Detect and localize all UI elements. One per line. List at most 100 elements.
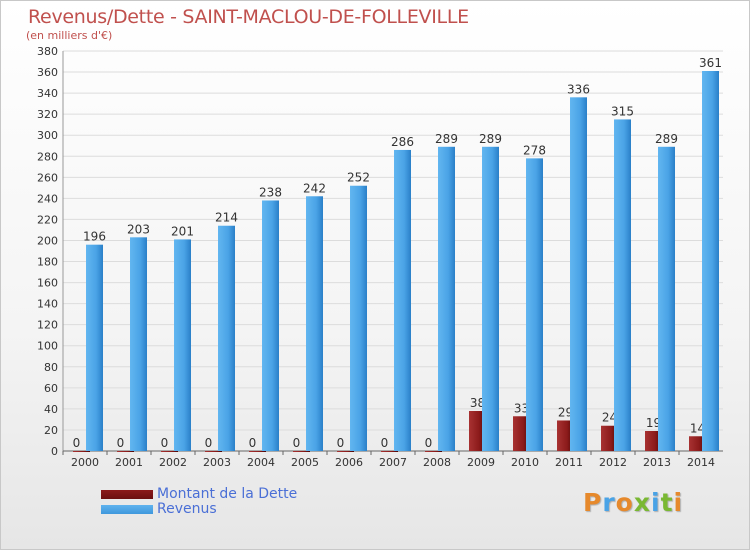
y-tick-label: 120	[37, 319, 58, 332]
bar-revenus	[350, 185, 367, 451]
y-tick-label: 60	[44, 382, 58, 395]
x-tick-label: 2010	[511, 456, 539, 469]
data-label-dette: 38	[470, 396, 485, 410]
bar-dette	[381, 451, 398, 452]
data-label-revenus: 361	[699, 56, 722, 70]
x-tick-label: 2001	[115, 456, 143, 469]
logo-letter: o	[615, 488, 634, 517]
logo-letter: t	[660, 488, 674, 517]
bar-dette	[249, 451, 266, 452]
x-tick-label: 2008	[423, 456, 451, 469]
y-tick-label: 320	[37, 108, 58, 121]
x-tick-label: 2009	[467, 456, 495, 469]
bar-revenus	[262, 200, 279, 451]
y-tick-label: 180	[37, 256, 58, 269]
legend-swatch-revenus	[101, 505, 153, 514]
data-label-dette: 0	[73, 436, 81, 450]
proxiti-logo: Proxiti	[583, 488, 683, 517]
x-tick-label: 2005	[291, 456, 319, 469]
chart-title: Revenus/Dette - SAINT-MACLOU-DE-FOLLEVIL…	[28, 6, 469, 28]
bar-revenus	[86, 244, 103, 451]
y-tick-label: 20	[44, 424, 58, 437]
data-label-revenus: 289	[435, 132, 458, 146]
data-label-dette: 0	[117, 436, 125, 450]
data-label-revenus: 286	[391, 135, 414, 149]
data-label-dette: 33	[514, 401, 529, 415]
bar-revenus	[614, 119, 631, 451]
y-tick-label: 160	[37, 277, 58, 290]
bar-dette	[337, 451, 354, 452]
legend-label-revenus: Revenus	[157, 501, 217, 517]
data-label-revenus: 238	[259, 185, 282, 199]
legend-swatch-dette	[101, 490, 153, 499]
y-tick-label: 0	[51, 445, 58, 458]
y-tick-label: 100	[37, 340, 58, 353]
data-label-revenus: 289	[655, 132, 678, 146]
bar-dette	[601, 425, 618, 451]
bar-dette	[645, 431, 662, 451]
bar-dette	[557, 420, 574, 451]
bar-dette	[117, 451, 134, 452]
logo-letter: x	[633, 488, 651, 517]
data-label-revenus: 214	[215, 211, 238, 225]
logo-letter: r	[602, 488, 616, 517]
data-label-revenus: 201	[171, 224, 194, 238]
x-tick-label: 2007	[379, 456, 407, 469]
x-tick-label: 2013	[643, 456, 671, 469]
bar-dette	[425, 451, 442, 452]
data-label-revenus: 278	[523, 143, 546, 157]
bar-dette	[513, 416, 530, 451]
data-label-revenus: 203	[127, 222, 150, 236]
bar-dette	[293, 451, 310, 452]
x-tick-label: 2004	[247, 456, 275, 469]
data-label-dette: 0	[161, 436, 169, 450]
bar-revenus	[570, 97, 587, 451]
legend-label-dette: Montant de la Dette	[157, 486, 298, 502]
y-tick-label: 140	[37, 298, 58, 311]
y-tick-label: 340	[37, 87, 58, 100]
bar-revenus	[174, 239, 191, 451]
bar-revenus	[394, 149, 411, 451]
y-tick-label: 360	[37, 66, 58, 79]
data-label-revenus: 196	[83, 230, 106, 244]
data-label-revenus: 336	[567, 82, 590, 96]
x-tick-label: 2012	[599, 456, 627, 469]
y-tick-label: 220	[37, 213, 58, 226]
y-tick-label: 80	[44, 361, 58, 374]
logo-letter: i	[673, 488, 684, 517]
data-label-dette: 0	[425, 436, 433, 450]
data-label-dette: 14	[690, 421, 705, 435]
bar-dette	[73, 451, 90, 452]
data-label-dette: 29	[558, 405, 573, 419]
bar-revenus	[306, 196, 323, 451]
data-label-revenus: 242	[303, 181, 326, 195]
bar-dette	[161, 451, 178, 452]
bar-revenus	[658, 146, 675, 451]
bar-dette	[469, 411, 486, 451]
x-tick-label: 2014	[687, 456, 715, 469]
bar-revenus	[526, 158, 543, 452]
y-tick-label: 40	[44, 403, 58, 416]
bar-revenus	[702, 71, 719, 451]
chart-subtitle: (en milliers d'€)	[26, 29, 113, 42]
bar-revenus	[438, 146, 455, 451]
y-tick-label: 280	[37, 150, 58, 163]
bar-revenus	[130, 237, 147, 451]
data-label-dette: 0	[205, 436, 213, 450]
y-tick-label: 200	[37, 234, 58, 247]
data-label-dette: 0	[249, 436, 257, 450]
y-tick-label: 240	[37, 192, 58, 205]
data-label-revenus: 252	[347, 171, 370, 185]
bar-revenus	[218, 225, 235, 451]
data-label-dette: 0	[337, 436, 345, 450]
x-tick-label: 2006	[335, 456, 363, 469]
logo-letter: P	[583, 488, 603, 517]
x-tick-label: 2011	[555, 456, 583, 469]
data-label-revenus: 315	[611, 104, 634, 118]
bar-dette	[205, 451, 222, 452]
data-label-dette: 0	[293, 436, 301, 450]
y-tick-label: 260	[37, 171, 58, 184]
y-tick-label: 300	[37, 129, 58, 142]
x-tick-label: 2003	[203, 456, 231, 469]
